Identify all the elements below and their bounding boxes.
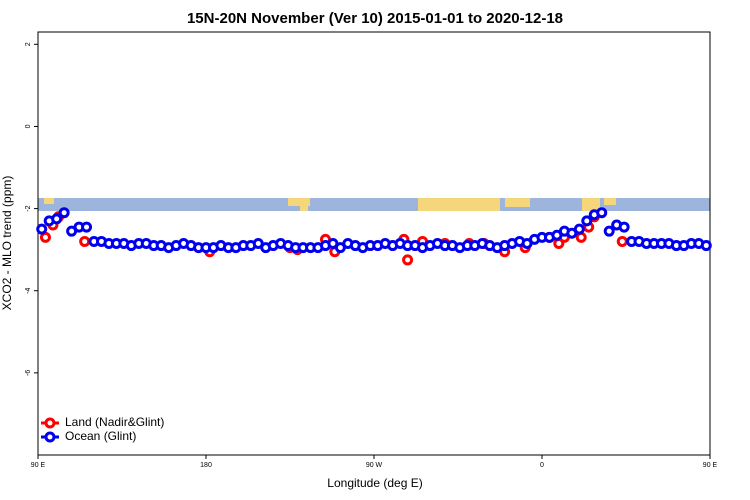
y-tick-label: -6 [25,370,32,376]
x-tick-label: 0 [540,462,544,469]
data-point [581,215,593,227]
data-point [616,235,628,247]
y-tick-label: 2 [25,42,32,46]
data-point [36,223,48,235]
data-point [81,221,93,233]
data-point [79,235,91,247]
data-point [39,231,51,243]
x-axis-label: Longitude (deg E) [327,476,422,490]
y-axis-label: XCO2 - MLO trend (ppm) [0,176,14,311]
data-point [402,254,414,266]
data-point [603,225,615,237]
data-point [58,207,70,219]
legend-marker [44,431,56,443]
x-tick-label: 180 [200,462,212,469]
data-point [51,213,63,225]
data-point [573,223,585,235]
legend: Land (Nadir&Glint)Ocean (Glint) [41,415,164,443]
x-tick-label: 90 E [703,462,718,469]
legend-label: Ocean (Glint) [65,429,136,443]
x-tick-label: 90 W [366,462,383,469]
legend-label: Land (Nadir&Glint) [65,415,164,429]
chart-title: 15N-20N November (Ver 10) 2015-01-01 to … [187,10,563,27]
y-tick-label: -2 [25,205,32,211]
legend-marker [44,417,56,429]
data-point [700,240,712,252]
x-tick-label: 90 E [31,462,46,469]
data-point [596,207,608,219]
y-tick-label: 0 [25,124,32,128]
y-tick-label: -4 [25,288,32,294]
map-strip [38,198,710,211]
data-point [618,221,630,233]
